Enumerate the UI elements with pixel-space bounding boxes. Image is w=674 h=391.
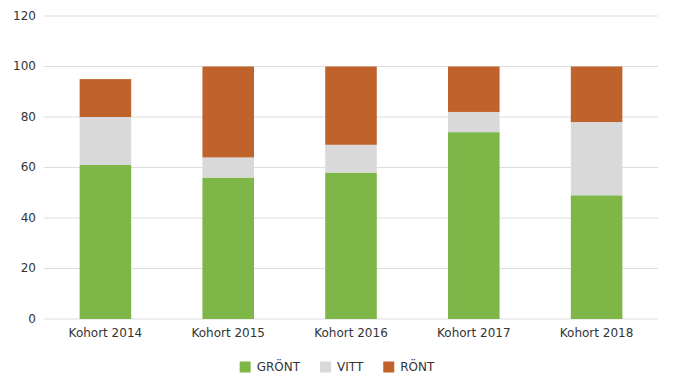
legend-swatch (240, 362, 251, 373)
legend-item: RÖNT (383, 358, 435, 374)
legend-swatch (320, 362, 331, 373)
chart-container: 020406080100120Kohort 2014Kohort 2015Koh… (0, 0, 674, 391)
y-tick-label: 60 (21, 160, 36, 174)
bar-segment (202, 178, 254, 319)
y-tick-label: 0 (28, 312, 36, 326)
grid-line (44, 16, 658, 17)
bar-segment (571, 122, 623, 195)
y-tick-label: 20 (21, 261, 36, 275)
x-tick-label: Kohort 2017 (437, 326, 511, 340)
y-tick-label: 100 (13, 59, 36, 73)
x-axis: Kohort 2014 Kohort 2015 Kohort 2016 Kohort … (69, 326, 634, 340)
bar-segment (80, 165, 132, 319)
y-tick-label: 80 (21, 110, 36, 124)
bar-segment (448, 132, 500, 319)
bar-segment (325, 173, 377, 319)
y-tick-label: 40 (21, 211, 36, 225)
bar-segment (325, 145, 377, 173)
bar-segment (571, 67, 623, 123)
legend-item: VITT (320, 360, 364, 374)
bar-segment (448, 112, 500, 132)
bar-segment (80, 117, 132, 165)
bar-segment (325, 67, 377, 145)
y-axis: 0 20 40 60 80 100 120 (13, 9, 36, 326)
bar-segment (202, 67, 254, 158)
y-tick-label: 120 (13, 9, 36, 23)
bars (80, 67, 623, 320)
legend-label: GRÖNT (257, 358, 301, 374)
legend: GRÖNT VITT RÖNT (240, 358, 435, 374)
legend-label: RÖNT (400, 358, 435, 374)
chart-svg: 020406080100120Kohort 2014Kohort 2015Koh… (0, 0, 674, 391)
x-tick-label: Kohort 2016 (314, 326, 388, 340)
x-tick-label: Kohort 2015 (191, 326, 265, 340)
bar-segment (448, 67, 500, 112)
x-tick-label: Kohort 2018 (560, 326, 634, 340)
legend-item: GRÖNT (240, 358, 301, 374)
legend-label: VITT (337, 360, 364, 374)
grid (44, 16, 658, 319)
bar-segment (80, 79, 132, 117)
legend-swatch (383, 362, 394, 373)
bar-segment (202, 157, 254, 177)
bar-segment (571, 195, 623, 319)
x-tick-label: Kohort 2014 (69, 326, 143, 340)
